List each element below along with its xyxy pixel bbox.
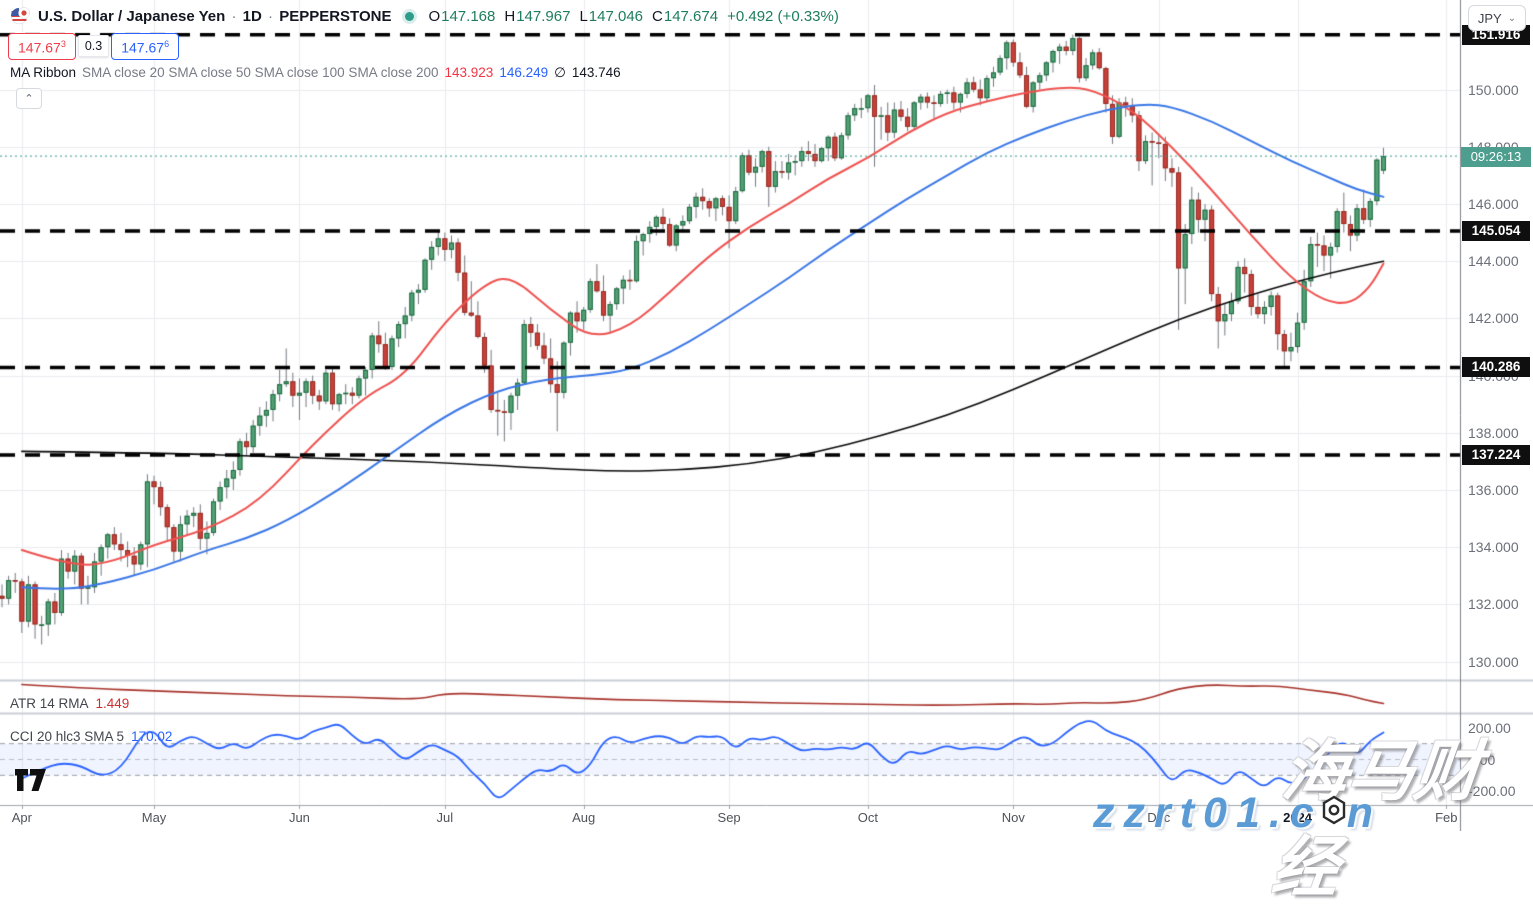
price-tick-label: 144.000: [1468, 253, 1519, 270]
price-tick-label: 132.000: [1468, 596, 1519, 613]
atr-value: 1.449: [95, 696, 130, 711]
sell-button[interactable]: 147.673: [8, 33, 76, 60]
cci-status[interactable]: CCI 20 hlc3 SMA 5 170.02: [10, 729, 172, 744]
site-watermark: zzrt01.c n: [1093, 789, 1383, 838]
cci-title: CCI 20 hlc3 SMA 5: [10, 729, 125, 744]
chevron-down-icon: ⌄: [1507, 12, 1517, 24]
sma50-value: 146.249: [499, 65, 549, 80]
time-axis-tick: Sep: [717, 810, 741, 825]
chevron-up-icon: ⌃: [24, 93, 34, 105]
indicator-params: SMA close 20 SMA close 50 SMA close 100 …: [82, 65, 439, 80]
cci-tick-label: 200.00: [1468, 719, 1511, 736]
price-tick-label: 130.000: [1468, 653, 1519, 670]
gear-icon: [1317, 789, 1351, 838]
time-axis-tick: Dec: [1147, 810, 1171, 825]
time-axis-tick: Aug: [572, 810, 596, 825]
time-axis-tick: Jun: [288, 810, 310, 825]
time-axis-tick: Apr: [11, 810, 32, 825]
spread-value: 0.3: [77, 35, 110, 58]
indicator-name: MA Ribbon: [10, 65, 77, 80]
time-axis-tick: Oct: [857, 810, 879, 825]
change-value: +0.492 (+0.33%): [727, 7, 839, 25]
open-value: 147.168: [441, 7, 496, 25]
cci-value: 170.02: [131, 729, 173, 744]
price-level-label: 137.224: [1462, 444, 1530, 465]
tradingview-logo-icon: [15, 769, 47, 796]
cci-tick-label: 0.00: [1468, 751, 1496, 768]
exchange-label: PEPPERSTONE: [279, 7, 392, 25]
price-level-label: 145.054: [1462, 221, 1530, 242]
symbol-title[interactable]: U.S. Dollar / Japanese Yen · 1D · PEPPER…: [38, 7, 392, 25]
price-level-label: 140.286: [1462, 357, 1530, 378]
symbol-flag-icon: [10, 6, 30, 26]
chart-canvas[interactable]: [0, 0, 1533, 831]
avg-symbol: ∅: [554, 65, 566, 80]
atr-status[interactable]: ATR 14 RMA 1.449: [10, 696, 129, 711]
time-axis-tick: 2024: [1283, 810, 1313, 825]
timeframe-label: 1D: [242, 7, 262, 25]
ohlc-readout: O147.168 H147.967 L147.046 C147.674 +0.4…: [428, 7, 839, 25]
price-tick-label: 150.000: [1468, 81, 1519, 98]
market-status-icon[interactable]: [405, 11, 415, 21]
symbol-name: U.S. Dollar / Japanese Yen: [38, 7, 226, 25]
sma20-value: 143.923: [444, 65, 494, 80]
bar-countdown-timer: 09:26:13: [1461, 147, 1531, 168]
order-panel: 147.673 0.3 147.676: [8, 33, 180, 60]
price-tick-label: 142.000: [1468, 310, 1519, 327]
symbol-header: U.S. Dollar / Japanese Yen · 1D · PEPPER…: [10, 6, 839, 26]
price-tick-label: 146.000: [1468, 196, 1519, 212]
currency-unit-button[interactable]: JPY ⌄: [1468, 5, 1526, 31]
price-tick-label: 136.000: [1468, 482, 1519, 498]
price-tick-label: 138.000: [1468, 424, 1519, 441]
price-tick-label: 134.000: [1468, 539, 1519, 556]
time-axis-tick: Nov: [1001, 810, 1025, 825]
time-axis-tick: Jul: [436, 810, 454, 825]
time-axis-tick: May: [141, 810, 167, 825]
time-axis-tick: Feb: [1435, 810, 1458, 825]
ma-ribbon-status[interactable]: MA Ribbon SMA close 20 SMA close 50 SMA …: [10, 65, 621, 81]
close-value: 147.674: [663, 7, 719, 25]
collapse-indicators-button[interactable]: ⌃: [16, 88, 42, 109]
atr-title: ATR 14 RMA: [10, 696, 89, 711]
buy-button[interactable]: 147.676: [111, 33, 180, 60]
high-value: 147.967: [516, 7, 571, 25]
avg-value: 143.746: [571, 65, 621, 80]
low-value: 147.046: [588, 7, 644, 25]
cci-tick-label: -200.00: [1468, 783, 1516, 800]
